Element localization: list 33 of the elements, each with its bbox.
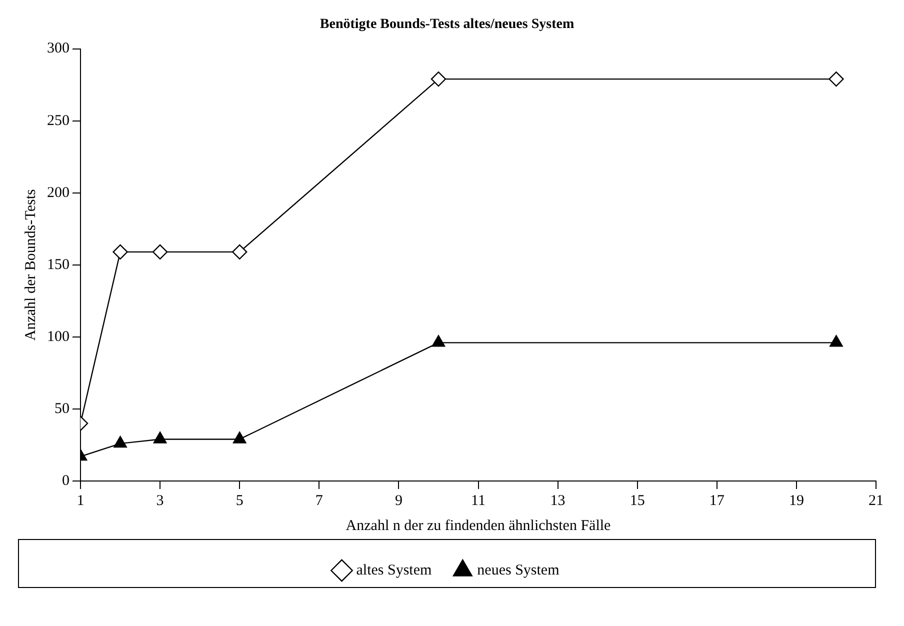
y-tick-label: 0 (62, 472, 70, 489)
x-tick-label: 9 (394, 492, 402, 509)
y-tick-label: 300 (47, 40, 70, 57)
x-tick-label: 13 (550, 492, 566, 509)
y-axis-title: Anzahl der Bounds-Tests (22, 189, 39, 341)
legend-label: altes System (356, 562, 432, 578)
point (432, 335, 446, 347)
x-tick-label: 21 (868, 492, 884, 509)
chart-title: Benötigte Bounds-Tests altes/neues System (320, 17, 574, 32)
point (153, 432, 167, 444)
x-tick-label: 17 (709, 492, 725, 509)
y-tick-label: 150 (47, 256, 70, 273)
point (232, 432, 246, 444)
point (114, 436, 127, 448)
legend-label: neues System (477, 562, 560, 578)
x-tick-label: 15 (630, 492, 645, 509)
x-tick-label: 19 (788, 492, 804, 509)
y-tick-label: 100 (47, 328, 70, 345)
x-tick-label: 3 (156, 492, 164, 509)
x-axis-title: Anzahl n der zu findenden ähnlichsten Fälle (346, 518, 612, 534)
x-tick-label: 11 (471, 492, 486, 509)
point (152, 244, 168, 260)
point (112, 244, 128, 260)
point (232, 244, 248, 260)
y-tick-label: 200 (47, 184, 70, 201)
point (430, 71, 446, 87)
point (830, 335, 843, 347)
x-tick-label: 1 (76, 492, 84, 509)
y-tick-label: 50 (54, 400, 70, 417)
x-tick-label: 7 (315, 492, 324, 509)
y-tick-label: 250 (47, 112, 70, 129)
point (828, 71, 844, 87)
x-tick-label: 5 (236, 492, 244, 509)
